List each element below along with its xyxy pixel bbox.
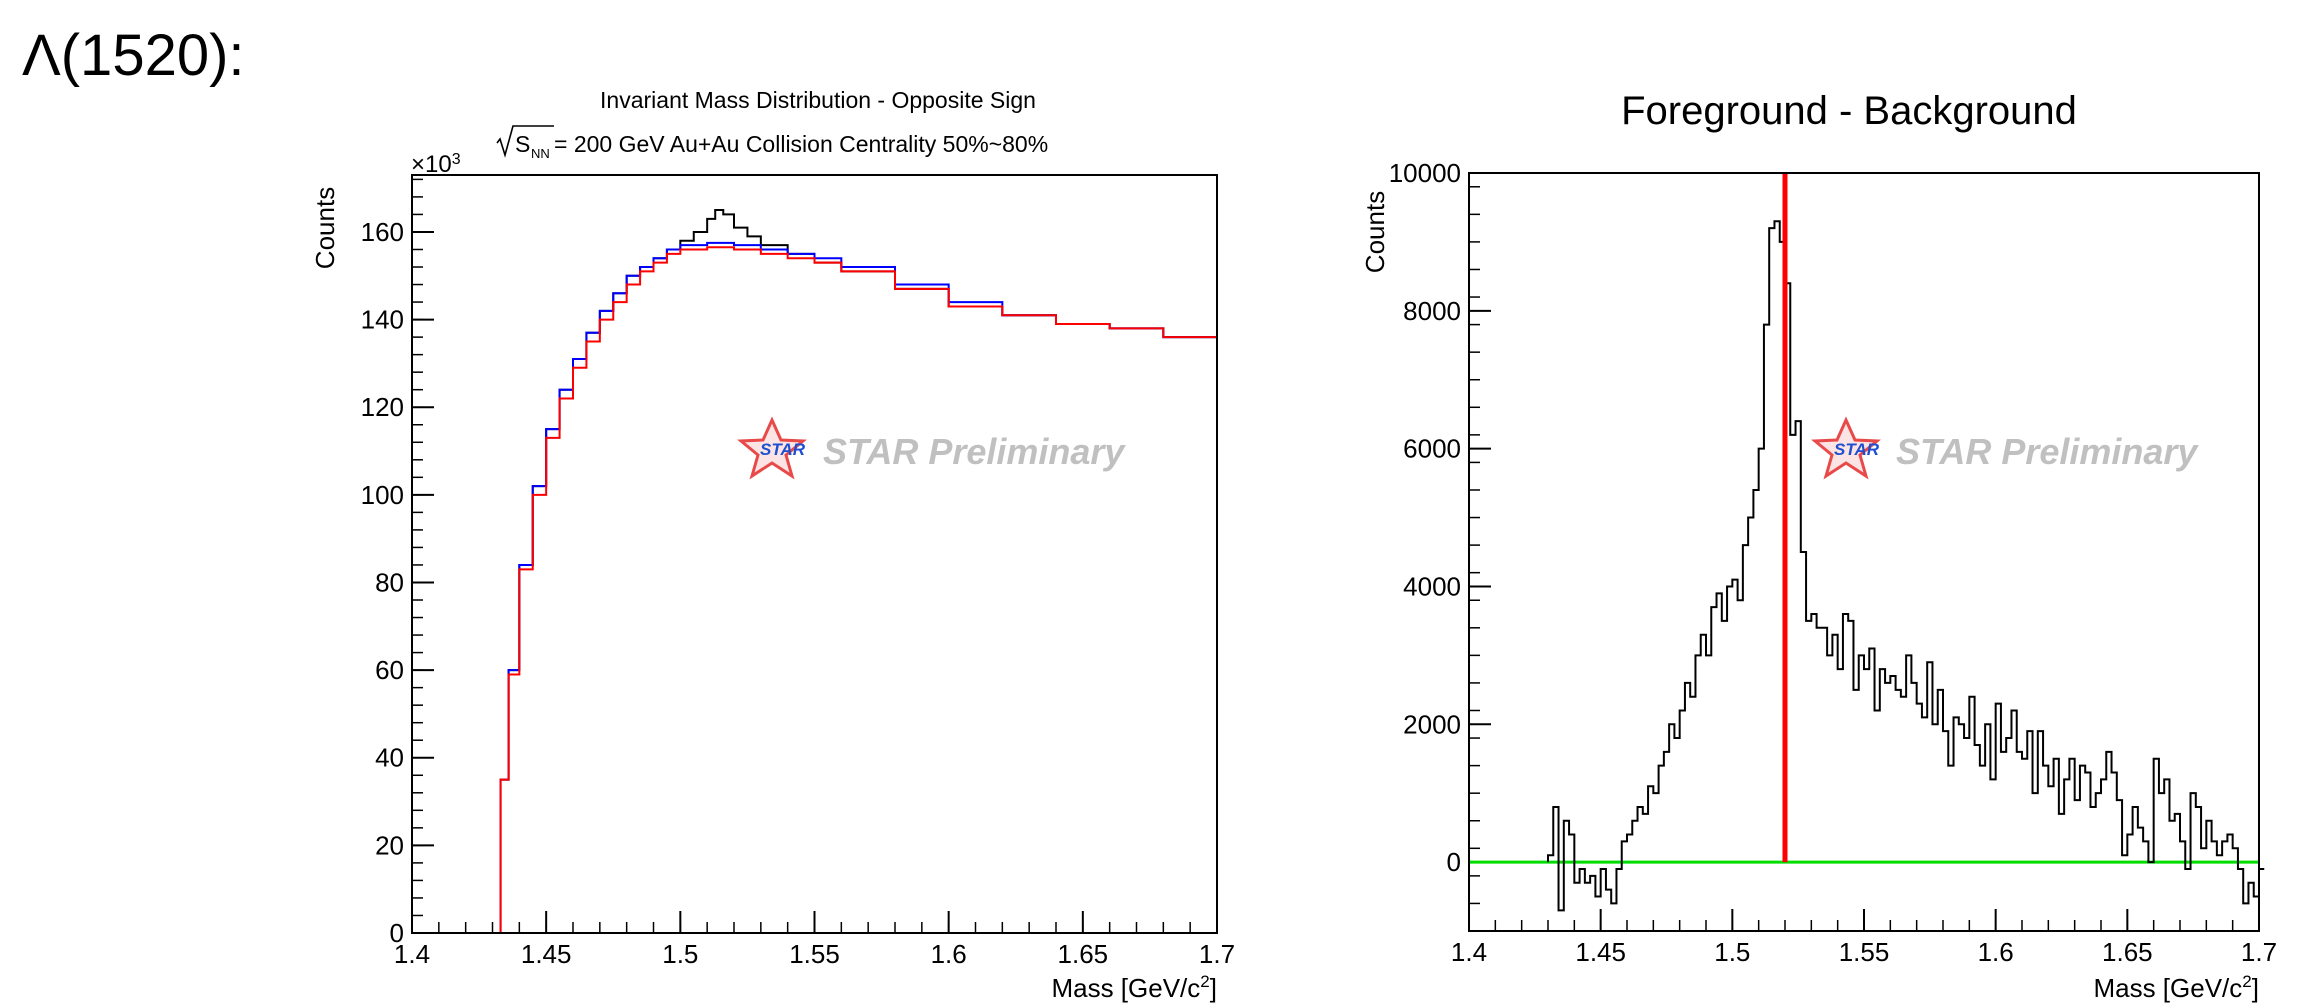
- chart1-ylabel: Counts: [310, 187, 340, 269]
- series-line: [412, 246, 1218, 934]
- y-tick-label: 120: [361, 392, 404, 422]
- chart2-xlabel: Mass [GeV/c2]: [2093, 972, 2259, 1003]
- star-logo-text: STAR: [1834, 440, 1880, 459]
- chart2-watermark-text: STAR Preliminary: [1896, 431, 2199, 472]
- chart2-watermark: STAR STAR Preliminary: [1811, 416, 2199, 480]
- y-tick-label: 140: [361, 305, 404, 335]
- chart1-x-ticks: 1.4 1.45 1.5 1.55 1.6 1.65 1.7: [394, 911, 1235, 969]
- y-tick-label: 0: [390, 918, 404, 948]
- histogram-line: [1547, 220, 2265, 912]
- chart1-frame: [411, 174, 1218, 934]
- series-line: [412, 209, 1218, 934]
- chart2-frame: [1468, 172, 2260, 932]
- x-tick-label: 1.65: [2102, 937, 2153, 967]
- sqrt-sign: [496, 125, 554, 158]
- chart1-watermark-text: STAR Preliminary: [823, 431, 1126, 472]
- y-tick-label: 100: [361, 480, 404, 510]
- x-tick-label: 1.5: [1714, 937, 1750, 967]
- star-logo-icon: [737, 416, 807, 480]
- x-tick-label: 1.6: [931, 939, 967, 969]
- x-tick-label: 1.4: [1451, 937, 1487, 967]
- chart1-subtitle-sub: NN: [531, 146, 550, 161]
- y-tick-label: 8000: [1403, 296, 1461, 326]
- x-tick-label: 1.55: [789, 939, 840, 969]
- chart2-y-ticks: 0 2000 4000 6000 8000 10000: [1389, 158, 1491, 932]
- x-tick-label: 1.55: [1839, 937, 1890, 967]
- star-logo-text: STAR: [760, 440, 806, 459]
- chart1-series: [412, 209, 1218, 934]
- y-tick-label: 10000: [1389, 158, 1461, 188]
- chart2-title: Foreground - Background: [1621, 89, 2077, 133]
- y-tick-label: 80: [375, 567, 404, 597]
- chart1-xlabel: Mass [GeV/c2]: [1051, 972, 1217, 1003]
- chart2-series: [1547, 173, 2265, 912]
- x-tick-label: 1.4: [394, 939, 430, 969]
- chart1-watermark: STAR STAR Preliminary: [737, 416, 1126, 480]
- y-tick-label: 0: [1447, 847, 1461, 877]
- chart1-y-multiplier: ×103: [411, 151, 461, 178]
- chart1-subtitle: S NN = 200 GeV Au+Au Collision Centralit…: [496, 125, 1048, 161]
- chart1-subtitle-rest: = 200 GeV Au+Au Collision Centrality 50%…: [554, 131, 1048, 157]
- y-tick-label: 2000: [1403, 709, 1461, 739]
- x-tick-label: 1.7: [2241, 937, 2277, 967]
- x-tick-label: 1.45: [521, 939, 572, 969]
- y-tick-label: 60: [375, 655, 404, 685]
- y-tick-label: 40: [375, 743, 404, 773]
- y-tick-label: 4000: [1403, 571, 1461, 601]
- chart1-subtitle-root: S: [515, 131, 530, 157]
- x-tick-label: 1.6: [1978, 937, 2014, 967]
- chart2-x-ticks: 1.4 1.45 1.5 1.55 1.6 1.65 1.7: [1451, 909, 2277, 967]
- x-tick-label: 1.5: [662, 939, 698, 969]
- chart1-title: Invariant Mass Distribution - Opposite S…: [600, 87, 1036, 113]
- chart-foreground-minus-background: Foreground - Background Counts Mass [GeV…: [1360, 89, 2277, 1003]
- x-tick-label: 1.45: [1575, 937, 1626, 967]
- x-tick-label: 1.65: [1058, 939, 1109, 969]
- chart1-y-ticks: 0 20 40 60 80 100 120 140 160: [361, 178, 434, 948]
- y-tick-label: 6000: [1403, 434, 1461, 464]
- y-tick-label: 160: [361, 217, 404, 247]
- page-label: Λ(1520):: [22, 23, 245, 88]
- star-logo-icon: [1811, 416, 1881, 480]
- y-tick-label: 20: [375, 830, 404, 860]
- x-tick-label: 1.7: [1199, 939, 1235, 969]
- series-line: [412, 241, 1218, 934]
- chart-invariant-mass: Invariant Mass Distribution - Opposite S…: [310, 87, 1235, 1003]
- chart2-ylabel: Counts: [1360, 191, 1390, 273]
